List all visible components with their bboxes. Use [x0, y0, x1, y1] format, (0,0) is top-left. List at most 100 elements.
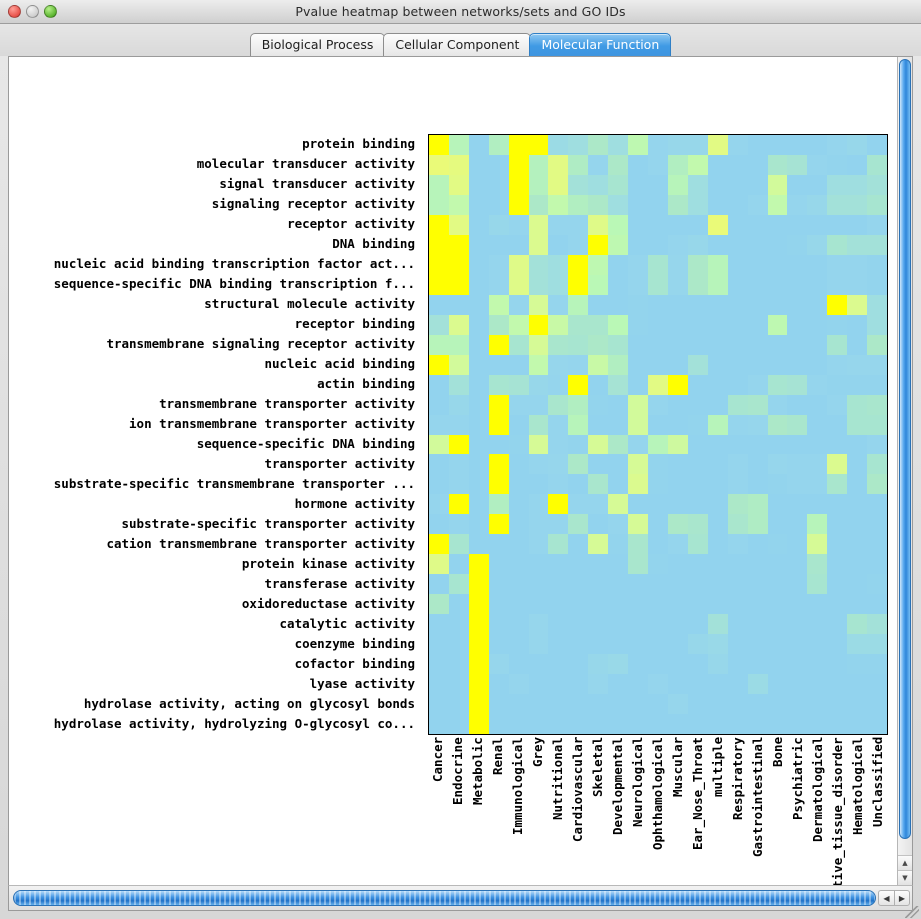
heatmap-cell[interactable] [847, 494, 868, 515]
heatmap-cell[interactable] [707, 214, 728, 235]
heatmap-cell[interactable] [568, 154, 589, 175]
heatmap-cell[interactable] [648, 254, 668, 275]
heatmap-cell[interactable] [867, 694, 887, 715]
heatmap-cell[interactable] [867, 594, 887, 615]
heatmap-cell[interactable] [687, 194, 708, 215]
heatmap-cell[interactable] [628, 614, 649, 635]
horizontal-scrollbar-track[interactable] [11, 890, 878, 906]
heatmap-cell[interactable] [648, 414, 668, 435]
heatmap-cell[interactable] [707, 274, 728, 295]
heatmap-cell[interactable] [588, 374, 609, 395]
heatmap-cell[interactable] [787, 135, 808, 155]
heatmap-cell[interactable] [468, 214, 489, 235]
heatmap-cell[interactable] [807, 214, 828, 235]
heatmap-cell[interactable] [588, 614, 609, 635]
heatmap-cell[interactable] [468, 494, 489, 515]
heatmap-cell[interactable] [847, 694, 868, 715]
tab-molecular-function[interactable]: Molecular Function [529, 33, 672, 56]
heatmap-cell[interactable] [488, 254, 509, 275]
heatmap-cell[interactable] [847, 174, 868, 195]
heatmap-cell[interactable] [488, 714, 509, 734]
heatmap-cell[interactable] [648, 274, 668, 295]
heatmap-cell[interactable] [767, 514, 788, 535]
heatmap-cell[interactable] [548, 354, 569, 375]
heatmap-cell[interactable] [448, 594, 469, 615]
heatmap-cell[interactable] [568, 314, 589, 335]
heatmap-cell[interactable] [448, 274, 469, 295]
heatmap-cell[interactable] [747, 334, 768, 355]
heatmap-cell[interactable] [707, 494, 728, 515]
heatmap-cell[interactable] [867, 554, 887, 575]
heatmap-cell[interactable] [727, 374, 748, 395]
heatmap-cell[interactable] [787, 554, 808, 575]
heatmap-cell[interactable] [448, 554, 469, 575]
heatmap-cell[interactable] [628, 194, 649, 215]
heatmap-cell[interactable] [528, 314, 549, 335]
heatmap-cell[interactable] [747, 294, 768, 315]
heatmap-cell[interactable] [767, 594, 788, 615]
heatmap-cell[interactable] [528, 454, 549, 475]
heatmap-cell[interactable] [468, 174, 489, 195]
heatmap-cell[interactable] [827, 654, 848, 675]
heatmap-cell[interactable] [787, 514, 808, 535]
heatmap-cell[interactable] [628, 694, 649, 715]
heatmap-cell[interactable] [608, 374, 629, 395]
heatmap-cell[interactable] [548, 254, 569, 275]
heatmap-cell[interactable] [648, 354, 668, 375]
heatmap-cell[interactable] [429, 494, 449, 515]
heatmap-cell[interactable] [687, 234, 708, 255]
heatmap-cell[interactable] [568, 534, 589, 555]
heatmap-cell[interactable] [568, 494, 589, 515]
heatmap-cell[interactable] [707, 374, 728, 395]
heatmap-cell[interactable] [747, 414, 768, 435]
heatmap-cell[interactable] [568, 434, 589, 455]
heatmap-cell[interactable] [488, 654, 509, 675]
heatmap-cell[interactable] [608, 294, 629, 315]
heatmap-cell[interactable] [767, 174, 788, 195]
heatmap-cell[interactable] [628, 554, 649, 575]
heatmap-cell[interactable] [508, 494, 529, 515]
heatmap-cell[interactable] [648, 374, 668, 395]
heatmap-cell[interactable] [847, 234, 868, 255]
heatmap-cell[interactable] [608, 154, 629, 175]
heatmap-cell[interactable] [827, 674, 848, 695]
heatmap-cell[interactable] [528, 554, 549, 575]
heatmap-cell[interactable] [687, 394, 708, 415]
heatmap-cell[interactable] [488, 274, 509, 295]
heatmap-cell[interactable] [468, 714, 489, 734]
heatmap-cell[interactable] [488, 494, 509, 515]
heatmap-cell[interactable] [488, 474, 509, 495]
heatmap-cell[interactable] [588, 334, 609, 355]
heatmap-cell[interactable] [429, 254, 449, 275]
heatmap-cell[interactable] [747, 474, 768, 495]
heatmap-cell[interactable] [687, 254, 708, 275]
heatmap-cell[interactable] [508, 534, 529, 555]
heatmap-cell[interactable] [448, 314, 469, 335]
heatmap-cell[interactable] [727, 714, 748, 734]
heatmap-cell[interactable] [429, 714, 449, 734]
heatmap-cell[interactable] [468, 394, 489, 415]
heatmap-cell[interactable] [827, 454, 848, 475]
heatmap-cell[interactable] [827, 534, 848, 555]
heatmap-cell[interactable] [548, 234, 569, 255]
heatmap-cell[interactable] [847, 654, 868, 675]
heatmap-cell[interactable] [687, 374, 708, 395]
heatmap-cell[interactable] [588, 414, 609, 435]
heatmap-cell[interactable] [508, 514, 529, 535]
heatmap-cell[interactable] [867, 474, 887, 495]
heatmap-cell[interactable] [807, 274, 828, 295]
heatmap-cell[interactable] [787, 694, 808, 715]
heatmap-cell[interactable] [787, 674, 808, 695]
heatmap-cell[interactable] [548, 674, 569, 695]
heatmap-cell[interactable] [667, 554, 688, 575]
tab-cellular-component[interactable]: Cellular Component [383, 33, 532, 56]
heatmap-cell[interactable] [628, 534, 649, 555]
heatmap-cell[interactable] [827, 194, 848, 215]
heatmap-cell[interactable] [847, 474, 868, 495]
heatmap-cell[interactable] [568, 254, 589, 275]
zoom-button[interactable] [44, 5, 57, 18]
heatmap-cell[interactable] [807, 494, 828, 515]
heatmap-cell[interactable] [568, 194, 589, 215]
heatmap-cell[interactable] [588, 434, 609, 455]
heatmap-cell[interactable] [787, 234, 808, 255]
